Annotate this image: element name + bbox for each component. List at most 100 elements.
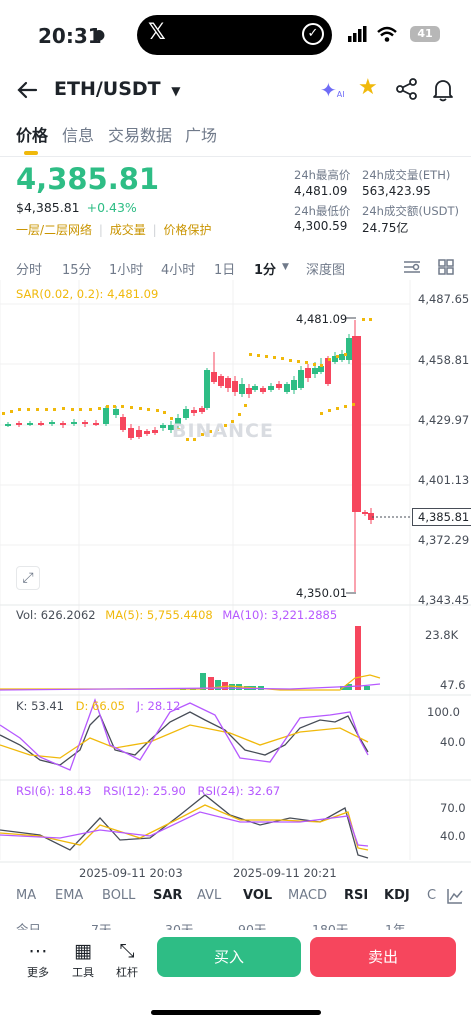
sar-dot [36,408,39,411]
header: ETH/USDT ▼ ✦AI ★ [0,70,471,112]
depth-chart-tab[interactable]: 深度图 [306,263,346,278]
interval-1m[interactable]: 1分 [254,263,277,278]
range-today[interactable]: 今日 [16,922,42,930]
buy-button[interactable]: 买入 [157,937,301,977]
tools-label: 工具 [72,966,94,979]
price-axis-0: 4,487.65 [418,292,470,306]
candle-body [318,366,324,372]
pair-selector[interactable]: ETH/USDT ▼ [54,78,180,100]
star-icon[interactable]: ★ [358,75,378,100]
indicator-chart-icon[interactable] [447,888,463,904]
more-button[interactable]: ⋯ 更多 [18,938,58,980]
usd-price: $4,385.81 [16,200,80,215]
vol-axis-1: 47.6 [440,678,466,692]
tools-button[interactable]: ▦ 工具 [63,938,103,980]
vol-legend-row: Vol: 626.2062 MA(5): 5,755.4408 MA(10): … [16,608,337,622]
ind-boll[interactable]: BOLL [102,888,136,903]
sar-dot [53,408,56,411]
sar-legend: SAR(0.02, 0.2): 4,481.09 [16,287,159,301]
kline-chart[interactable] [0,280,471,885]
leverage-button[interactable]: ⤡ 杠杆 [107,938,147,980]
indicator-settings-icon[interactable] [403,259,421,275]
candle-body [16,423,22,425]
ai-sparkle-icon[interactable]: ✦AI [320,78,345,102]
candle-body [120,417,126,430]
interval-15m[interactable]: 15分 [62,263,92,278]
vol-legend: Vol: 626.2062 [16,608,96,622]
sar-dot [62,407,65,410]
ind-rsi[interactable]: RSI [344,888,369,903]
interval-caret-icon[interactable]: ▼ [282,262,289,272]
sar-dot [336,407,339,410]
sar-dot [98,407,101,410]
tab-price[interactable]: 价格 [16,126,49,145]
sar-dot [344,405,347,408]
ind-vol[interactable]: VOL [243,888,273,903]
volume-bar [200,673,206,690]
candle-body [71,422,77,424]
tools-grid-icon: ▦ [74,940,92,962]
ind-ema[interactable]: EMA [55,888,84,903]
sar-dot [369,318,372,321]
candle-body [325,358,331,384]
sar-dot [249,353,252,356]
ind-ma[interactable]: MA [16,888,37,903]
interval-timeshare[interactable]: 分时 [16,263,43,278]
sar-dot [130,406,133,409]
back-arrow-icon[interactable] [16,80,38,100]
candle-body-big [353,336,361,512]
fullscreen-icon[interactable]: ⤢ [16,566,40,590]
candle-body [49,422,55,424]
candle-body [312,368,318,374]
sar-dot [336,355,339,358]
ind-kdj[interactable]: KDJ [384,888,410,903]
candle-body [175,418,181,425]
kdj-k: K: 53.41 [16,699,64,713]
tag-layer[interactable]: 一层/二层网络 [16,223,93,237]
sar-dot [163,411,166,414]
price-axis-1: 4,458.81 [418,353,470,367]
kdj-axis-0: 100.0 [427,705,460,719]
x-app-icon: 𝕏 [148,20,166,45]
time-axis-0: 2025-09-11 20:03 [79,866,183,880]
ma10-line [0,683,381,691]
tab-underline [24,151,38,155]
interval-4h[interactable]: 4小时 [161,263,196,278]
pair-label: ETH/USDT [54,78,161,100]
range-180d[interactable]: 180天 [312,922,349,930]
tag-price-protect[interactable]: 价格保护 [163,223,212,237]
ma10-legend: MA(10): 3,221.2885 [222,608,338,622]
sar-dot [313,363,316,366]
tab-square[interactable]: 广场 [185,126,218,145]
home-indicator [151,1010,321,1015]
layout-grid-icon[interactable] [438,259,454,275]
ind-c[interactable]: C [427,888,437,903]
sell-button[interactable]: 卖出 [310,937,456,977]
tag-volume[interactable]: 成交量 [109,223,146,237]
range-30d[interactable]: 30天 [165,922,194,930]
share-icon[interactable] [396,78,418,100]
candle-body [191,410,197,413]
range-1y[interactable]: 1年 [385,922,406,930]
sar-dot [216,428,219,431]
bell-icon[interactable] [432,78,454,102]
range-90d[interactable]: 90天 [238,922,267,930]
low-value: 4,300.59 [294,219,348,233]
vol-usdt-value: 24.75亿 [362,221,409,235]
ind-sar[interactable]: SAR [153,888,183,903]
kdj-d-line [0,724,369,759]
tab-info[interactable]: 信息 [62,126,95,145]
tab-trading-data[interactable]: 交易数据 [108,126,173,145]
candle-body [144,431,150,434]
kdj-d: D: 66.05 [75,699,125,713]
rsi-6-line [0,794,369,859]
ma5-legend: MA(5): 5,755.4408 [105,608,213,622]
candle-body [239,384,245,394]
interval-1d[interactable]: 1日 [214,263,236,278]
interval-1h[interactable]: 1小时 [109,263,144,278]
ind-avl[interactable]: AVL [197,888,222,903]
range-7d[interactable]: 7天 [91,922,112,930]
candle-body [332,356,338,362]
candle-body [218,376,224,386]
ind-macd[interactable]: MACD [288,888,327,903]
